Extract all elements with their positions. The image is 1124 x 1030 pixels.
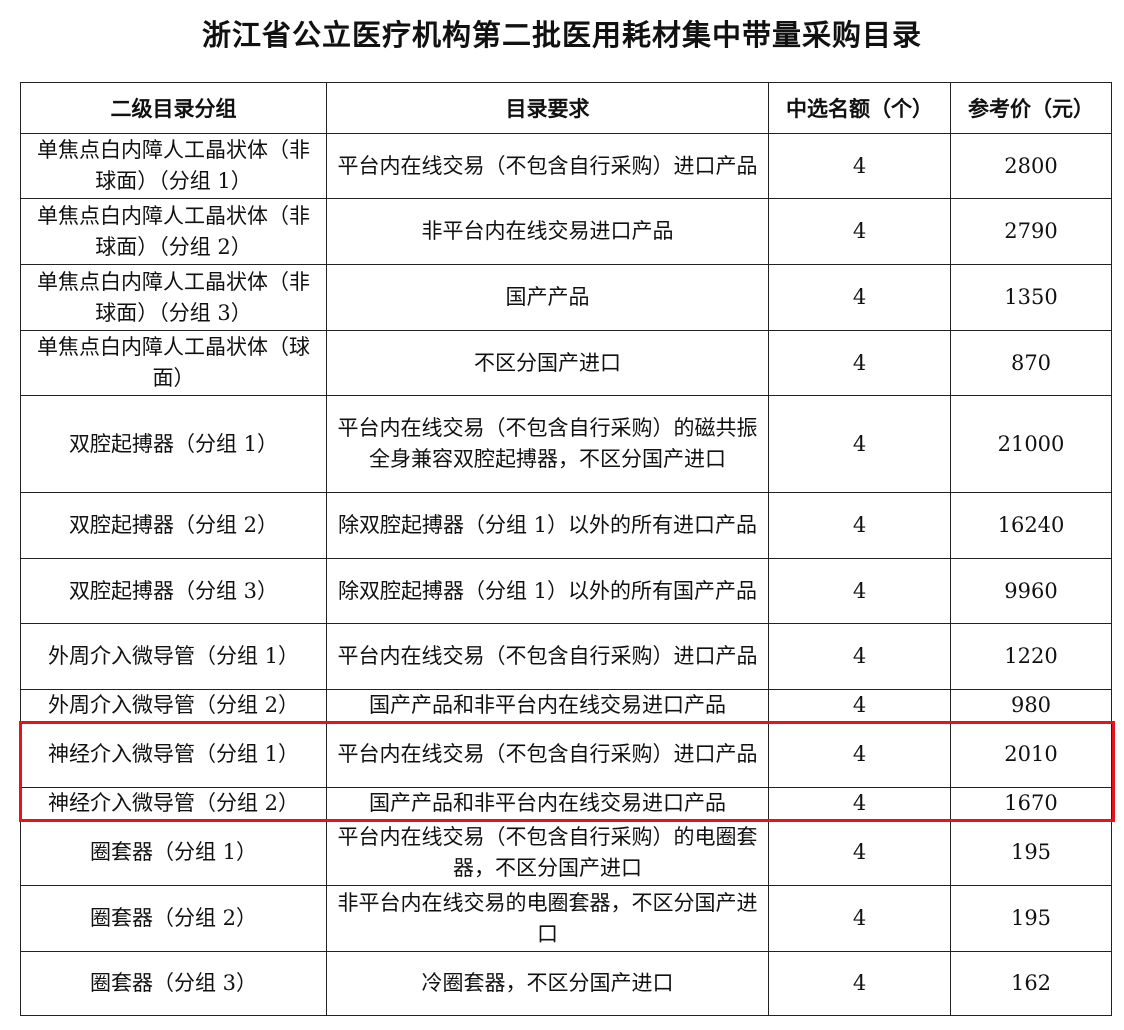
cell-group: 双腔起搏器（分组 2） (20, 492, 327, 559)
cell-requirement: 除双腔起搏器（分组 1）以外的所有国产产品 (326, 558, 769, 624)
cell-reference-price: 195 (950, 819, 1112, 886)
table-row: 神经介入微导管（分组 2） 国产产品和非平台内在线交易进口产品 4 1670 (20, 787, 1112, 820)
header-quota: 中选名额（个） (768, 82, 951, 134)
cell-quota: 4 (768, 951, 951, 1016)
header-group: 二级目录分组 (20, 82, 327, 134)
cell-group: 单焦点白内障人工晶状体（非球面）（分组 1） (20, 133, 327, 199)
cell-quota: 4 (768, 819, 951, 886)
table-row: 单焦点白内障人工晶状体（非球面）（分组 1） 平台内在线交易（不包含自行采购）进口… (20, 133, 1112, 199)
cell-quota: 4 (768, 689, 951, 722)
table-row: 单焦点白内障人工晶状体（非球面）（分组 2） 非平台内在线交易进口产品 4 2790 (20, 198, 1112, 265)
cell-reference-price: 162 (950, 951, 1112, 1016)
cell-reference-price: 2010 (950, 721, 1112, 788)
cell-reference-price: 1670 (950, 787, 1112, 820)
cell-reference-price: 9960 (950, 558, 1112, 624)
cell-quota: 4 (768, 264, 951, 331)
cell-quota: 4 (768, 885, 951, 952)
cell-requirement: 国产产品 (326, 264, 769, 331)
cell-quota: 4 (768, 492, 951, 559)
table-row: 双腔起搏器（分组 3） 除双腔起搏器（分组 1）以外的所有国产产品 4 9960 (20, 558, 1112, 624)
cell-group: 双腔起搏器（分组 1） (20, 395, 327, 493)
cell-reference-price: 2800 (950, 133, 1112, 199)
table-header-row: 二级目录分组 目录要求 中选名额（个） 参考价（元） (20, 82, 1112, 134)
table-row: 外周介入微导管（分组 2） 国产产品和非平台内在线交易进口产品 4 980 (20, 689, 1112, 722)
document-title: 浙江省公立医疗机构第二批医用耗材集中带量采购目录 (201, 18, 922, 52)
cell-reference-price: 16240 (950, 492, 1112, 559)
cell-quota: 4 (768, 623, 951, 690)
cell-requirement: 平台内在线交易（不包含自行采购）进口产品 (326, 623, 769, 690)
cell-requirement: 平台内在线交易（不包含自行采购）的磁共振全身兼容双腔起搏器，不区分国产进口 (326, 395, 769, 493)
table-row: 神经介入微导管（分组 1） 平台内在线交易（不包含自行采购）进口产品 4 2010 (20, 721, 1112, 788)
cell-reference-price: 2790 (950, 198, 1112, 265)
cell-reference-price: 1350 (950, 264, 1112, 331)
cell-group: 神经介入微导管（分组 2） (20, 787, 327, 820)
cell-group: 外周介入微导管（分组 1） (20, 623, 327, 690)
cell-quota: 4 (768, 395, 951, 493)
cell-requirement: 冷圈套器，不区分国产进口 (326, 951, 769, 1016)
cell-requirement: 国产产品和非平台内在线交易进口产品 (326, 689, 769, 722)
cell-requirement: 除双腔起搏器（分组 1）以外的所有进口产品 (326, 492, 769, 559)
table-row: 双腔起搏器（分组 1） 平台内在线交易（不包含自行采购）的磁共振全身兼容双腔起搏器… (20, 395, 1112, 493)
table-row: 圈套器（分组 2） 非平台内在线交易的电圈套器，不区分国产进口 4 195 (20, 885, 1112, 952)
cell-quota: 4 (768, 558, 951, 624)
cell-group: 圈套器（分组 3） (20, 951, 327, 1016)
cell-reference-price: 21000 (950, 395, 1112, 493)
cell-group: 神经介入微导管（分组 1） (20, 721, 327, 788)
table-row: 圈套器（分组 3） 冷圈套器，不区分国产进口 4 162 (20, 951, 1112, 1016)
header-reference-price: 参考价（元） (950, 82, 1112, 134)
cell-quota: 4 (768, 330, 951, 396)
cell-quota: 4 (768, 198, 951, 265)
cell-requirement: 国产产品和非平台内在线交易进口产品 (326, 787, 769, 820)
cell-reference-price: 980 (950, 689, 1112, 722)
cell-group: 单焦点白内障人工晶状体（球面） (20, 330, 327, 396)
header-requirement: 目录要求 (326, 82, 769, 134)
cell-group: 圈套器（分组 2） (20, 885, 327, 952)
cell-group: 双腔起搏器（分组 3） (20, 558, 327, 624)
table-row: 单焦点白内障人工晶状体（非球面）（分组 3） 国产产品 4 1350 (20, 264, 1112, 331)
table-row: 外周介入微导管（分组 1） 平台内在线交易（不包含自行采购）进口产品 4 1220 (20, 623, 1112, 690)
cell-reference-price: 195 (950, 885, 1112, 952)
cell-requirement: 平台内在线交易（不包含自行采购）进口产品 (326, 133, 769, 199)
cell-requirement: 非平台内在线交易的电圈套器，不区分国产进口 (326, 885, 769, 952)
procurement-catalog-table: 二级目录分组 目录要求 中选名额（个） 参考价（元） 单焦点白内障人工晶状体（非… (20, 82, 1112, 1016)
table-row: 圈套器（分组 1） 平台内在线交易（不包含自行采购）的电圈套器，不区分国产进口 4 1… (20, 819, 1112, 886)
cell-reference-price: 870 (950, 330, 1112, 396)
cell-group: 外周介入微导管（分组 2） (20, 689, 327, 722)
cell-quota: 4 (768, 787, 951, 820)
cell-requirement: 非平台内在线交易进口产品 (326, 198, 769, 265)
cell-requirement: 不区分国产进口 (326, 330, 769, 396)
cell-quota: 4 (768, 133, 951, 199)
cell-quota: 4 (768, 721, 951, 788)
cell-requirement: 平台内在线交易（不包含自行采购）的电圈套器，不区分国产进口 (326, 819, 769, 886)
cell-requirement: 平台内在线交易（不包含自行采购）进口产品 (326, 721, 769, 788)
cell-group: 单焦点白内障人工晶状体（非球面）（分组 3） (20, 264, 327, 331)
table-row: 双腔起搏器（分组 2） 除双腔起搏器（分组 1）以外的所有进口产品 4 16240 (20, 492, 1112, 559)
table-row: 单焦点白内障人工晶状体（球面） 不区分国产进口 4 870 (20, 330, 1112, 396)
cell-group: 圈套器（分组 1） (20, 819, 327, 886)
cell-reference-price: 1220 (950, 623, 1112, 690)
cell-group: 单焦点白内障人工晶状体（非球面）（分组 2） (20, 198, 327, 265)
